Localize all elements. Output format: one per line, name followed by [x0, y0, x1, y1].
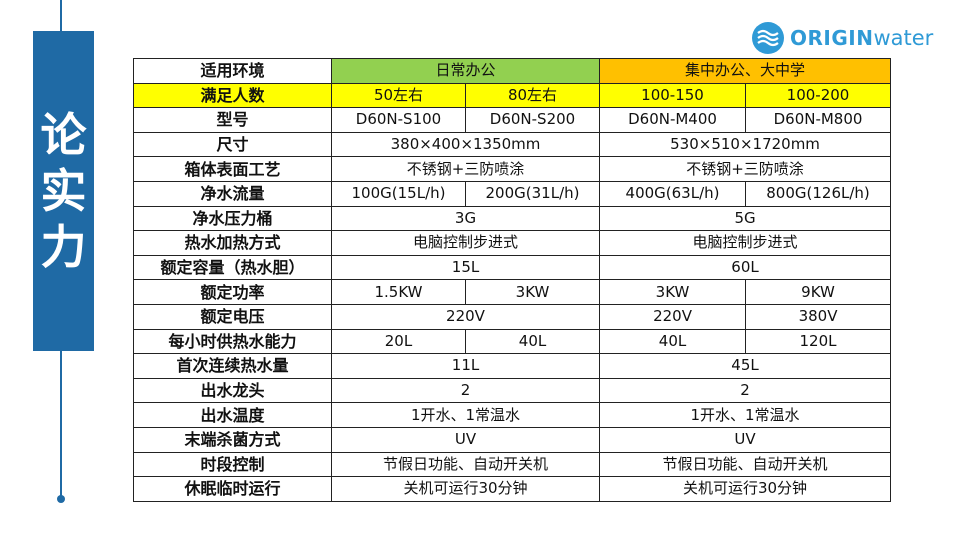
table-cell: 不锈钢+三防喷涂 — [330, 156, 601, 182]
table-cell: 9KW — [745, 279, 892, 305]
logo-text-light: water — [873, 26, 934, 50]
row-label: 时段控制 — [133, 451, 332, 478]
table-row: 箱体表面工艺 不锈钢+三防喷涂 不锈钢+三防喷涂 — [133, 156, 892, 182]
table-cell: 日常办公 — [330, 58, 601, 84]
table-cell: 380×400×1350mm — [330, 131, 601, 158]
row-label: 热水加热方式 — [133, 230, 332, 256]
table-cell: 80左右 — [464, 82, 601, 109]
row-label: 首次连续热水量 — [133, 353, 332, 379]
table-cell: 电脑控制步进式 — [599, 230, 892, 256]
logo: ORIGIN water — [752, 22, 933, 54]
row-label: 满足人数 — [133, 82, 332, 109]
table-row: 时段控制 节假日功能、自动开关机 节假日功能、自动开关机 — [133, 451, 892, 478]
table-row: 满足人数 50左右 80左右 100-150 100-200 — [133, 82, 892, 109]
table-cell: D60N-S200 — [464, 107, 601, 133]
row-label: 额定电压 — [133, 303, 332, 330]
table-cell: 3KW — [599, 279, 747, 305]
table-row: 热水加热方式 电脑控制步进式 电脑控制步进式 — [133, 230, 892, 256]
slide-title: 论 实 力 — [33, 31, 94, 351]
row-label: 出水温度 — [133, 402, 332, 428]
row-label: 尺寸 — [133, 131, 332, 158]
table-cell: 200G(31L/h) — [464, 180, 601, 207]
table-cell: 40L — [599, 328, 747, 355]
row-label: 每小时供热水能力 — [133, 328, 332, 355]
table-cell: 100-150 — [599, 82, 747, 109]
title-char: 力 — [40, 220, 87, 274]
table-cell: 800G(126L/h) — [745, 180, 892, 207]
table-row: 净水流量 100G(15L/h) 200G(31L/h) 400G(63L/h) 800… — [133, 180, 892, 207]
table-cell: 45L — [599, 353, 892, 379]
table-cell: 100G(15L/h) — [331, 180, 466, 207]
table-cell: 220V — [330, 303, 601, 330]
table-cell: 节假日功能、自动开关机 — [599, 451, 892, 478]
table-cell: D60N-S100 — [331, 107, 466, 133]
table-cell: 3G — [330, 205, 601, 232]
table-cell: 2 — [330, 377, 601, 404]
table-row: 型号 D60N-S100 D60N-S200 D60N-M400 D60N-M800 — [133, 107, 892, 133]
table-row: 每小时供热水能力 20L 40L 40L 120L — [133, 328, 892, 355]
table-cell: 2 — [599, 377, 892, 404]
table-cell: 关机可运行30分钟 — [330, 476, 601, 502]
table-cell: 关机可运行30分钟 — [599, 476, 892, 502]
table-cell: 3KW — [464, 279, 601, 305]
table-cell: 5G — [599, 205, 892, 232]
spec-table: 适用环境 日常办公 集中办公、大中学 满足人数 50左右 80左右 100-150 100-2… — [133, 58, 892, 502]
row-label: 适用环境 — [133, 58, 332, 84]
table-row: 净水压力桶 3G 5G — [133, 205, 892, 232]
table-cell: 40L — [464, 328, 601, 355]
row-label: 型号 — [133, 107, 332, 133]
table-row: 休眠临时运行 关机可运行30分钟 关机可运行30分钟 — [133, 476, 892, 502]
table-cell: 11L — [330, 353, 601, 379]
row-label: 箱体表面工艺 — [133, 156, 332, 182]
table-cell: 20L — [331, 328, 466, 355]
table-cell: 400G(63L/h) — [599, 180, 747, 207]
table-cell: D60N-M400 — [599, 107, 747, 133]
row-label: 末端杀菌方式 — [133, 426, 332, 453]
row-label: 出水龙头 — [133, 377, 332, 404]
table-cell: 530×510×1720mm — [599, 131, 892, 158]
logo-text-bold: ORIGIN — [790, 26, 874, 50]
decorative-dot — [57, 495, 65, 503]
table-cell: UV — [599, 426, 892, 453]
table-row: 尺寸 380×400×1350mm 530×510×1720mm — [133, 131, 892, 158]
table-cell: 15L — [330, 254, 601, 281]
table-cell: 100-200 — [745, 82, 892, 109]
row-label: 休眠临时运行 — [133, 476, 332, 502]
table-row: 出水温度 1开水、1常温水 1开水、1常温水 — [133, 402, 892, 428]
row-label: 额定容量（热水胆） — [133, 254, 332, 281]
table-cell: D60N-M800 — [745, 107, 892, 133]
table-row: 适用环境 日常办公 集中办公、大中学 — [133, 58, 892, 84]
row-label: 净水流量 — [133, 180, 332, 207]
title-char: 论 — [40, 108, 87, 162]
table-cell: 380V — [745, 303, 892, 330]
table-cell: UV — [330, 426, 601, 453]
table-row: 末端杀菌方式 UV UV — [133, 426, 892, 453]
table-cell: 50左右 — [331, 82, 466, 109]
table-row: 出水龙头 2 2 — [133, 377, 892, 404]
table-cell: 电脑控制步进式 — [330, 230, 601, 256]
table-cell: 1开水、1常温水 — [330, 402, 601, 428]
title-char: 实 — [40, 164, 87, 218]
table-cell: 220V — [599, 303, 747, 330]
row-label: 净水压力桶 — [133, 205, 332, 232]
table-row: 首次连续热水量 11L 45L — [133, 353, 892, 379]
row-label: 额定功率 — [133, 279, 332, 305]
table-cell: 节假日功能、自动开关机 — [330, 451, 601, 478]
water-wave-icon — [752, 22, 784, 54]
table-cell: 1.5KW — [331, 279, 466, 305]
table-row: 额定功率 1.5KW 3KW 3KW 9KW — [133, 279, 892, 305]
table-cell: 120L — [745, 328, 892, 355]
table-row: 额定容量（热水胆） 15L 60L — [133, 254, 892, 281]
table-cell: 1开水、1常温水 — [599, 402, 892, 428]
table-row: 额定电压 220V 220V 380V — [133, 303, 892, 330]
table-cell: 集中办公、大中学 — [599, 58, 892, 84]
table-cell: 不锈钢+三防喷涂 — [599, 156, 892, 182]
table-cell: 60L — [599, 254, 892, 281]
